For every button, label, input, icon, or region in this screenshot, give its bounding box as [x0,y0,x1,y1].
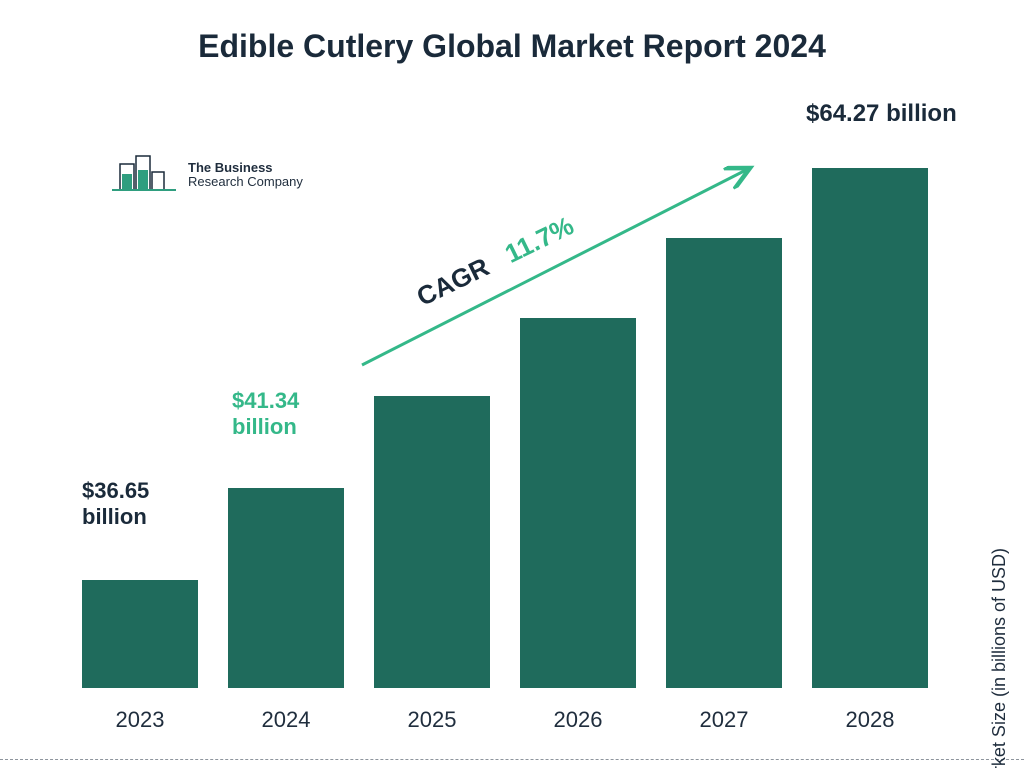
xlabel-5: 2028 [810,707,930,733]
bar-2023 [82,580,198,688]
bar-chart [80,128,930,688]
bar-2023-wrap [80,580,200,688]
bar-2026 [520,318,636,688]
bar-2025 [374,396,490,688]
chart-title: Edible Cutlery Global Market Report 2024 [0,28,1024,65]
x-axis-labels: 2023 2024 2025 2026 2027 2028 [80,707,930,733]
bar-2027 [666,238,782,688]
bars-group [80,128,930,688]
bar-2028 [812,168,928,688]
value-label-2024: $41.34 billion [232,388,362,441]
value-label-2028: $64.27 billion [806,100,1006,129]
xlabel-4: 2027 [664,707,784,733]
bar-2024 [228,488,344,688]
bar-2027-wrap [664,238,784,688]
y-axis-label: Market Size (in billions of USD) [989,548,1010,768]
bottom-divider [0,759,1024,760]
xlabel-2: 2025 [372,707,492,733]
xlabel-0: 2023 [80,707,200,733]
xlabel-1: 2024 [226,707,346,733]
bar-2024-wrap [226,488,346,688]
value-label-2023: $36.65 billion [82,478,202,531]
bar-2028-wrap [810,168,930,688]
bar-2026-wrap [518,318,638,688]
xlabel-3: 2026 [518,707,638,733]
chart-container: Edible Cutlery Global Market Report 2024… [0,0,1024,768]
bar-2025-wrap [372,396,492,688]
